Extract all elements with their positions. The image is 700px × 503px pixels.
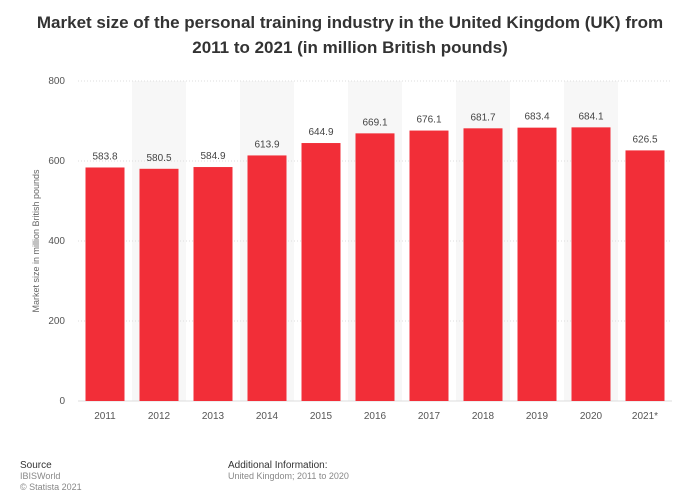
y-tick-label: 0 bbox=[59, 396, 65, 407]
x-tick-label: 2013 bbox=[202, 411, 225, 422]
bar[interactable] bbox=[517, 127, 557, 401]
x-tick-label: 2014 bbox=[256, 411, 279, 422]
bars bbox=[85, 127, 665, 402]
y-axis-label: Market size in million British pounds bbox=[31, 169, 41, 313]
bar-value-label: 669.1 bbox=[362, 117, 387, 128]
source-block: Source IBISWorld © Statista 2021 bbox=[20, 460, 82, 493]
y-tick-label: 200 bbox=[48, 316, 65, 327]
additional-info-text: United Kingdom; 2011 to 2020 bbox=[228, 471, 349, 481]
x-tick-label: 2015 bbox=[310, 411, 333, 422]
bar[interactable] bbox=[409, 130, 449, 401]
bar[interactable] bbox=[571, 127, 611, 402]
bar[interactable] bbox=[301, 143, 341, 402]
x-axis-tick-labels: 2011 2012 2013 2014 2015 2016 2017 2018 2019 2020… bbox=[94, 411, 658, 422]
bar-value-label: 583.8 bbox=[92, 151, 117, 162]
bar[interactable] bbox=[247, 155, 287, 401]
x-tick-label: 2011 bbox=[94, 411, 116, 422]
y-tick-label: 800 bbox=[48, 76, 65, 87]
x-tick-label: 2021* bbox=[632, 411, 658, 422]
source-link[interactable]: IBISWorld bbox=[20, 471, 61, 481]
bar-value-label: 683.4 bbox=[524, 112, 549, 123]
source-heading: Source bbox=[20, 460, 52, 471]
x-tick-label: 2019 bbox=[526, 411, 549, 422]
bar-value-label: 644.9 bbox=[308, 127, 333, 138]
bar[interactable] bbox=[193, 167, 233, 401]
additional-info-heading: Additional Information: bbox=[228, 460, 328, 471]
bar[interactable] bbox=[463, 128, 503, 401]
copyright-link[interactable]: © Statista 2021 bbox=[20, 482, 82, 492]
x-tick-label: 2017 bbox=[418, 411, 441, 422]
bar-value-label: 676.1 bbox=[416, 115, 441, 126]
y-axis-tick-labels: 0 200 400 600 800 bbox=[48, 76, 65, 407]
x-tick-label: 2020 bbox=[580, 411, 603, 422]
bar-value-labels: 583.8 580.5 584.9 613.9 644.9 669.1 676.1 681.7… bbox=[92, 111, 657, 163]
y-tick-label: 400 bbox=[48, 236, 65, 247]
chart-title: Market size of the personal training ind… bbox=[36, 13, 664, 57]
bar[interactable] bbox=[85, 167, 125, 401]
x-tick-label: 2018 bbox=[472, 411, 495, 422]
bar[interactable] bbox=[625, 150, 665, 401]
bar-value-label: 681.7 bbox=[470, 112, 495, 123]
y-tick-label: 600 bbox=[48, 156, 65, 167]
bar-value-label: 684.1 bbox=[578, 111, 603, 122]
bar[interactable] bbox=[355, 133, 395, 402]
bar[interactable] bbox=[139, 168, 179, 401]
additional-info-block: Additional Information: United Kingdom; … bbox=[228, 460, 349, 482]
x-tick-label: 2016 bbox=[364, 411, 387, 422]
bar-value-label: 580.5 bbox=[146, 153, 171, 164]
bar-value-label: 584.9 bbox=[200, 151, 225, 162]
x-tick-label: 2012 bbox=[148, 411, 171, 422]
bar-value-label: 613.9 bbox=[254, 139, 279, 150]
bar-value-label: 626.5 bbox=[632, 134, 657, 145]
